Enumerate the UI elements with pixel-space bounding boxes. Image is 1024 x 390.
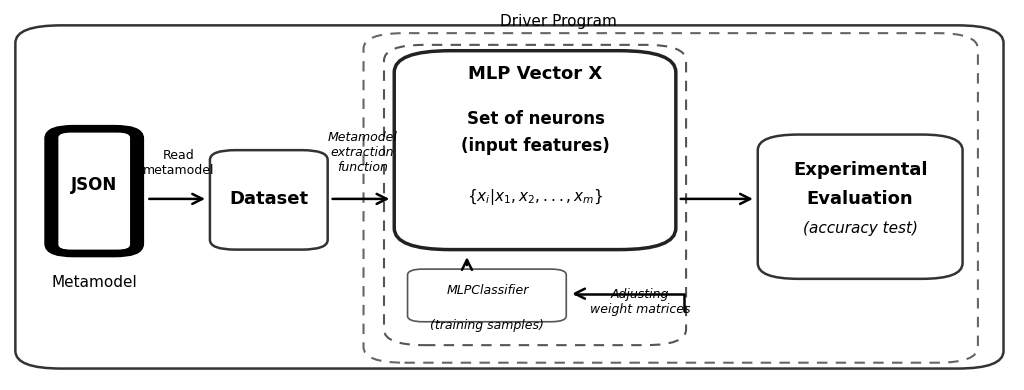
Text: $\{x_i|x_1, x_2, ..., x_m\}$: $\{x_i|x_1, x_2, ..., x_m\}$ — [467, 187, 604, 207]
Text: Adjusting
weight matrices: Adjusting weight matrices — [590, 288, 690, 316]
Text: JSON: JSON — [71, 176, 118, 194]
Text: MLP Vector X: MLP Vector X — [468, 65, 603, 83]
FancyBboxPatch shape — [15, 25, 1004, 369]
Text: Dataset: Dataset — [229, 190, 309, 208]
Text: Driver Program: Driver Program — [500, 14, 616, 28]
Text: Evaluation: Evaluation — [807, 190, 913, 208]
FancyBboxPatch shape — [210, 150, 328, 250]
Text: MLPClassifier: MLPClassifier — [446, 284, 528, 297]
FancyBboxPatch shape — [408, 269, 566, 322]
Text: Set of neurons: Set of neurons — [467, 110, 604, 128]
FancyBboxPatch shape — [48, 129, 140, 254]
Text: Read
metamodel: Read metamodel — [142, 149, 214, 177]
Text: (input features): (input features) — [461, 137, 610, 155]
FancyBboxPatch shape — [58, 133, 130, 250]
Text: Experimental: Experimental — [793, 161, 928, 179]
Text: Metamodel
extraction
function: Metamodel extraction function — [328, 131, 397, 174]
FancyBboxPatch shape — [394, 51, 676, 250]
Text: Metamodel: Metamodel — [51, 275, 137, 290]
Text: (training samples): (training samples) — [430, 319, 545, 332]
FancyBboxPatch shape — [758, 135, 963, 279]
Text: (accuracy test): (accuracy test) — [803, 221, 918, 236]
